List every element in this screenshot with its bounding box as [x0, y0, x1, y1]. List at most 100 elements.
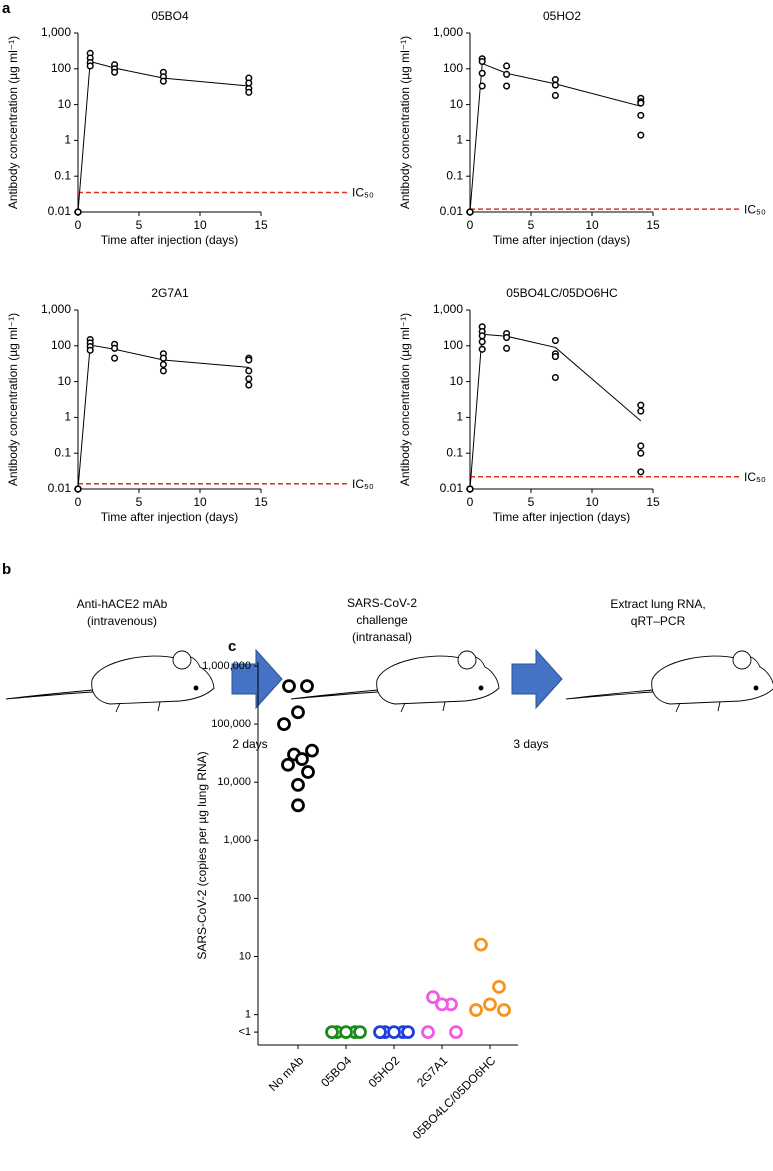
y-tick-label: 1,000: [433, 25, 463, 39]
x-tick-label: 5: [136, 495, 143, 509]
ic50-label: IC₅₀: [352, 477, 374, 491]
x-axis-label: Time after injection (days): [101, 233, 239, 247]
y-tick-label: 10: [450, 374, 464, 388]
data-point: [339, 1025, 353, 1040]
data-point: [305, 743, 319, 758]
data-point: [551, 353, 559, 361]
schematic: Anti-hACE2 mAb (intravenous) SARS-CoV-2 …: [5, 596, 773, 751]
data-point: [466, 208, 474, 216]
chart-title: 05BO4LC/05DO6HC: [506, 286, 618, 300]
data-point: [637, 468, 645, 476]
x-axis-label: Time after injection (days): [101, 510, 239, 524]
x-tick-label: 10: [585, 218, 599, 232]
data-point: [637, 131, 645, 139]
data-point: [469, 1003, 483, 1017]
data-point: [637, 407, 645, 415]
ic50-label: IC₅₀: [744, 202, 766, 216]
y-tick-label: 10,000: [217, 776, 251, 788]
y-tick-label: 1,000: [41, 25, 71, 39]
data-point: [111, 68, 119, 76]
step-text: Anti-hACE2 mAb: [77, 597, 168, 611]
y-tick-label: 1,000: [41, 302, 71, 316]
data-point: [277, 717, 291, 732]
y-tick-label: 1: [456, 133, 463, 147]
x-tick-label: 15: [254, 218, 268, 232]
data-point: [159, 354, 167, 362]
y-tick-label: 10: [58, 97, 72, 111]
x-tick-label: 2G7A1: [414, 1053, 451, 1090]
data-point: [637, 449, 645, 457]
y-tick-label: 0.01: [48, 204, 72, 218]
y-tick-label: 100: [443, 338, 463, 352]
y-tick-label: 0.1: [446, 168, 463, 182]
x-tick-label: 5: [528, 495, 535, 509]
y-tick-label: 100: [443, 61, 463, 75]
x-tick-label: 15: [646, 495, 660, 509]
data-point: [449, 1025, 463, 1040]
x-tick-label: 5: [528, 218, 535, 232]
data-point: [159, 360, 167, 369]
panel-label: a: [2, 0, 11, 17]
x-tick-label: 0: [467, 218, 474, 232]
x-tick-label: 10: [193, 495, 207, 509]
data-point: [86, 346, 94, 354]
data-point: [387, 1025, 401, 1040]
y-tick-label: 1: [456, 410, 463, 424]
panel-label: b: [2, 561, 11, 578]
chart-title: 2G7A1: [151, 286, 189, 300]
step-text: qRT–PCR: [631, 614, 686, 628]
panel-label: c: [228, 638, 236, 655]
x-tick-label: No mAb: [266, 1053, 307, 1094]
data-point: [300, 679, 314, 694]
y-tick-label: 10: [239, 950, 251, 962]
y-tick-label: 100: [51, 61, 71, 75]
data-point: [637, 99, 645, 107]
x-axis-label: Time after injection (days): [493, 510, 631, 524]
y-axis-label: Antibody concentration (µg ml⁻¹): [398, 313, 412, 486]
y-axis-label: Antibody concentration (µg ml⁻¹): [6, 313, 20, 486]
data-point: [503, 82, 511, 90]
interval-text: 3 days: [513, 737, 548, 751]
data-point: [478, 332, 486, 340]
data-point: [478, 82, 486, 90]
data-point: [111, 354, 119, 362]
data-point: [245, 88, 253, 96]
data-point: [159, 77, 167, 85]
data-point: [159, 367, 167, 375]
mouse: [5, 650, 215, 713]
y-tick-label: 0.01: [440, 204, 464, 218]
step-text: challenge: [356, 613, 408, 627]
y-tick-label: 0.1: [446, 445, 463, 459]
data-point: [478, 69, 486, 77]
y-tick-label: 0.1: [54, 445, 71, 459]
y-tick-label: 1: [64, 133, 71, 147]
y-tick-label: 1,000: [433, 302, 463, 316]
data-point: [551, 76, 559, 84]
data-point: [245, 356, 253, 364]
data-point: [281, 757, 295, 772]
x-tick-label: 0: [75, 218, 82, 232]
data-point: [637, 442, 645, 450]
data-point: [291, 777, 305, 792]
data-point: [551, 373, 559, 382]
x-axis-label: Time after injection (days): [493, 233, 631, 247]
y-axis-label: Antibody concentration (µg ml⁻¹): [398, 36, 412, 209]
data-point: [426, 990, 440, 1005]
data-point: [301, 765, 315, 779]
data-point: [483, 997, 497, 1012]
data-point: [291, 798, 305, 813]
data-point: [245, 375, 253, 383]
data-point: [373, 1025, 387, 1040]
y-tick-label: 100: [51, 338, 71, 352]
y-tick-label: 100: [233, 892, 251, 904]
data-point: [282, 679, 296, 694]
x-tick-label: 5: [136, 218, 143, 232]
interval-text: 2 days: [232, 737, 267, 751]
step-text: SARS-CoV-2: [347, 596, 417, 610]
x-tick-label: 15: [254, 495, 268, 509]
arrow: [511, 648, 563, 710]
data-point: [291, 705, 305, 720]
data-point: [551, 337, 559, 345]
mouse: [565, 650, 773, 713]
